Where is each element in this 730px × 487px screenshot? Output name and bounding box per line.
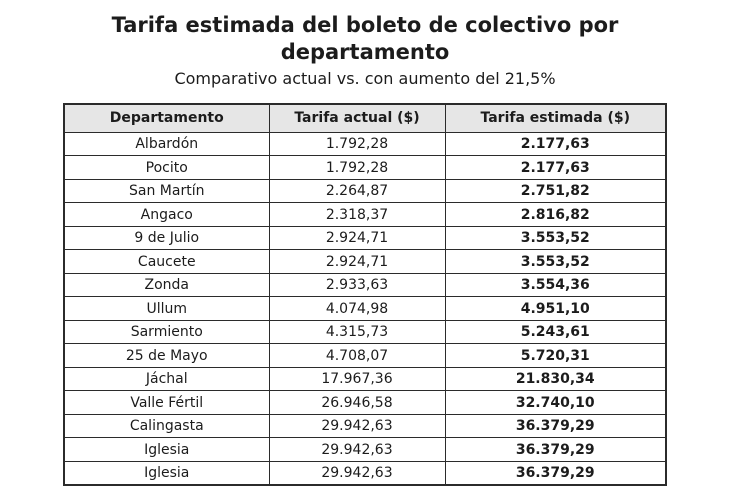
fare-table-header: Departamento Tarifa actual ($) Tarifa es… bbox=[63, 103, 667, 133]
department-cell: Angaco bbox=[63, 202, 270, 227]
fare-table-body: Albardón 1.792,28 2.177,63 Pocito 1.792,28 2.… bbox=[63, 131, 667, 486]
department-cell: 9 de Julio bbox=[63, 225, 270, 251]
estimated-fare-cell: 3.553,52 bbox=[444, 249, 667, 274]
current-fare-cell: 29.942,63 bbox=[268, 460, 446, 486]
estimated-fare-cell: 3.554,36 bbox=[444, 272, 667, 298]
table-row: Iglesia 29.942,63 36.379,29 bbox=[63, 437, 667, 462]
column-header-departamento: Departamento bbox=[63, 103, 270, 133]
department-cell: Calingasta bbox=[63, 413, 270, 439]
estimated-fare-cell: 5.243,61 bbox=[444, 319, 667, 345]
current-fare-cell: 2.924,71 bbox=[268, 249, 446, 274]
estimated-fare-cell: 2.751,82 bbox=[444, 178, 667, 204]
current-fare-cell: 2.933,63 bbox=[268, 272, 446, 298]
table-row: Zonda 2.933,63 3.554,36 bbox=[63, 272, 667, 298]
current-fare-cell: 4.074,98 bbox=[268, 296, 446, 321]
current-fare-cell: 1.792,28 bbox=[268, 131, 446, 157]
current-fare-cell: 2.924,71 bbox=[268, 225, 446, 251]
table-row: Jáchal 17.967,36 21.830,34 bbox=[63, 366, 667, 392]
department-cell: Sarmiento bbox=[63, 319, 270, 345]
department-cell: Valle Fértil bbox=[63, 390, 270, 415]
department-cell: Albardón bbox=[63, 131, 270, 157]
current-fare-cell: 2.318,37 bbox=[268, 202, 446, 227]
estimated-fare-cell: 5.720,31 bbox=[444, 343, 667, 368]
current-fare-cell: 17.967,36 bbox=[268, 366, 446, 392]
table-row: 9 de Julio 2.924,71 3.553,52 bbox=[63, 225, 667, 251]
department-cell: Iglesia bbox=[63, 437, 270, 462]
estimated-fare-cell: 2.177,63 bbox=[444, 131, 667, 157]
estimated-fare-cell: 36.379,29 bbox=[444, 460, 667, 486]
table-row: Caucete 2.924,71 3.553,52 bbox=[63, 249, 667, 274]
header-row: Departamento Tarifa actual ($) Tarifa es… bbox=[63, 103, 667, 133]
current-fare-cell: 2.264,87 bbox=[268, 178, 446, 204]
table-row: San Martín 2.264,87 2.751,82 bbox=[63, 178, 667, 204]
fare-table: Departamento Tarifa actual ($) Tarifa es… bbox=[63, 102, 667, 487]
page-subtitle: Comparativo actual vs. con aumento del 2… bbox=[174, 68, 556, 88]
column-header-tarifa-actual: Tarifa actual ($) bbox=[268, 103, 446, 133]
current-fare-cell: 29.942,63 bbox=[268, 413, 446, 439]
department-cell: 25 de Mayo bbox=[63, 343, 270, 368]
current-fare-cell: 4.315,73 bbox=[268, 319, 446, 345]
estimated-fare-cell: 36.379,29 bbox=[444, 413, 667, 439]
table-row: Sarmiento 4.315,73 5.243,61 bbox=[63, 319, 667, 345]
column-header-tarifa-estimada: Tarifa estimada ($) bbox=[444, 103, 667, 133]
department-cell: Zonda bbox=[63, 272, 270, 298]
table-row: Iglesia 29.942,63 36.379,29 bbox=[63, 460, 667, 486]
current-fare-cell: 4.708,07 bbox=[268, 343, 446, 368]
department-cell: San Martín bbox=[63, 178, 270, 204]
table-row: Ullum 4.074,98 4.951,10 bbox=[63, 296, 667, 321]
table-row: 25 de Mayo 4.708,07 5.720,31 bbox=[63, 343, 667, 368]
department-cell: Pocito bbox=[63, 155, 270, 180]
current-fare-cell: 1.792,28 bbox=[268, 155, 446, 180]
estimated-fare-cell: 2.177,63 bbox=[444, 155, 667, 180]
estimated-fare-cell: 32.740,10 bbox=[444, 390, 667, 415]
department-cell: Jáchal bbox=[63, 366, 270, 392]
estimated-fare-cell: 4.951,10 bbox=[444, 296, 667, 321]
estimated-fare-cell: 21.830,34 bbox=[444, 366, 667, 392]
table-row: Calingasta 29.942,63 36.379,29 bbox=[63, 413, 667, 439]
department-cell: Ullum bbox=[63, 296, 270, 321]
table-row: Angaco 2.318,37 2.816,82 bbox=[63, 202, 667, 227]
estimated-fare-cell: 36.379,29 bbox=[444, 437, 667, 462]
page-title: Tarifa estimada del boleto de colectivo … bbox=[111, 13, 619, 64]
current-fare-cell: 26.946,58 bbox=[268, 390, 446, 415]
table-row: Albardón 1.792,28 2.177,63 bbox=[63, 131, 667, 157]
table-row: Pocito 1.792,28 2.177,63 bbox=[63, 155, 667, 180]
table-row: Valle Fértil 26.946,58 32.740,10 bbox=[63, 390, 667, 415]
current-fare-cell: 29.942,63 bbox=[268, 437, 446, 462]
department-cell: Iglesia bbox=[63, 460, 270, 486]
estimated-fare-cell: 2.816,82 bbox=[444, 202, 667, 227]
department-cell: Caucete bbox=[63, 249, 270, 274]
estimated-fare-cell: 3.553,52 bbox=[444, 225, 667, 251]
